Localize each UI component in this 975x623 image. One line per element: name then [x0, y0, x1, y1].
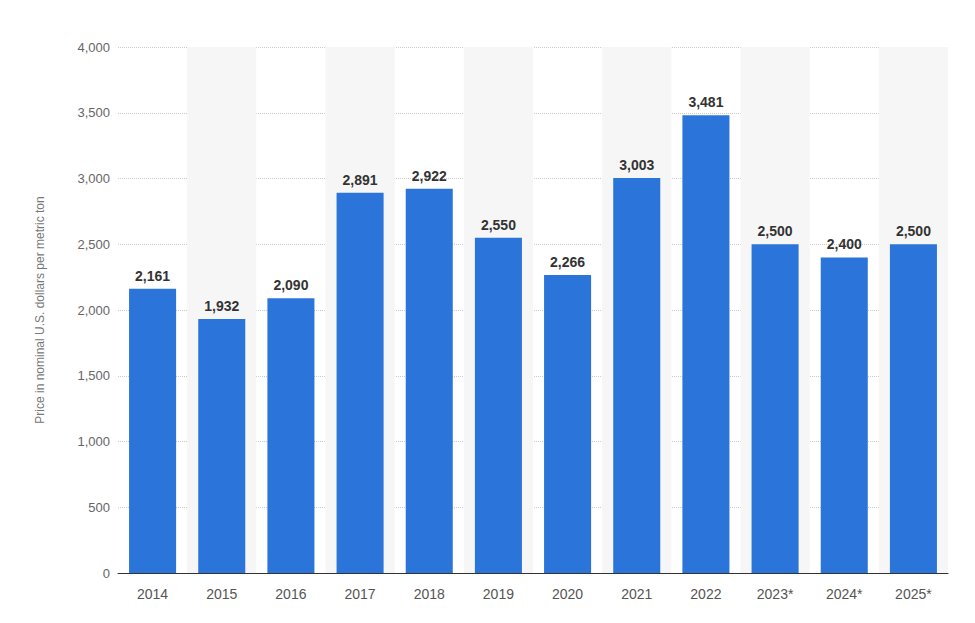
svg-text:2016: 2016	[275, 586, 306, 602]
svg-text:2,000: 2,000	[77, 303, 110, 318]
svg-text:2025*: 2025*	[895, 586, 932, 602]
svg-text:2,266: 2,266	[550, 254, 585, 270]
svg-text:2018: 2018	[414, 586, 445, 602]
svg-text:1,500: 1,500	[77, 368, 110, 383]
svg-text:2,550: 2,550	[481, 217, 516, 233]
svg-text:1,000: 1,000	[77, 434, 110, 449]
svg-text:2022: 2022	[690, 586, 721, 602]
svg-text:4,000: 4,000	[77, 40, 110, 55]
svg-text:2017: 2017	[345, 586, 376, 602]
svg-text:3,003: 3,003	[619, 157, 654, 173]
svg-text:1,932: 1,932	[204, 298, 239, 314]
svg-text:2,400: 2,400	[827, 236, 862, 252]
svg-text:2,891: 2,891	[343, 172, 378, 188]
svg-text:Price in nominal U.S. dollars: Price in nominal U.S. dollars per metric…	[33, 196, 47, 423]
svg-text:3,000: 3,000	[77, 171, 110, 186]
svg-text:2020: 2020	[552, 586, 583, 602]
svg-text:3,481: 3,481	[688, 94, 723, 110]
svg-text:2015: 2015	[206, 586, 237, 602]
svg-text:2023*: 2023*	[757, 586, 794, 602]
svg-text:2024*: 2024*	[826, 586, 863, 602]
svg-text:2021: 2021	[621, 586, 652, 602]
svg-text:2,500: 2,500	[77, 237, 110, 252]
svg-text:0: 0	[103, 566, 110, 581]
svg-text:2,500: 2,500	[896, 223, 931, 239]
svg-text:500: 500	[88, 500, 110, 515]
svg-text:2,922: 2,922	[412, 168, 447, 184]
svg-text:2,161: 2,161	[135, 268, 170, 284]
svg-text:3,500: 3,500	[77, 105, 110, 120]
svg-text:2019: 2019	[483, 586, 514, 602]
svg-text:2,500: 2,500	[758, 223, 793, 239]
svg-text:2,090: 2,090	[273, 277, 308, 293]
svg-text:2014: 2014	[137, 586, 168, 602]
